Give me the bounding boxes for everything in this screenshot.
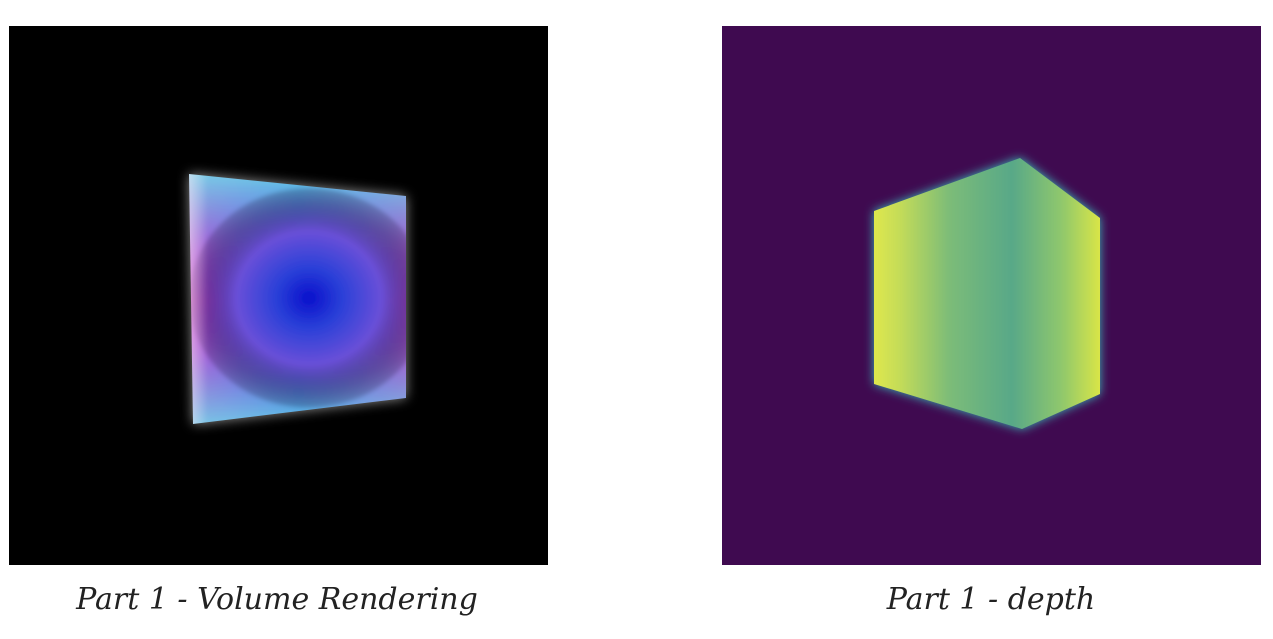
volume-rendering-caption: Part 1 - Volume Rendering (76, 582, 478, 617)
volume-rendering-image (9, 26, 548, 565)
depth-map-image (722, 26, 1261, 565)
depth-caption: Part 1 - depth (886, 582, 1096, 617)
